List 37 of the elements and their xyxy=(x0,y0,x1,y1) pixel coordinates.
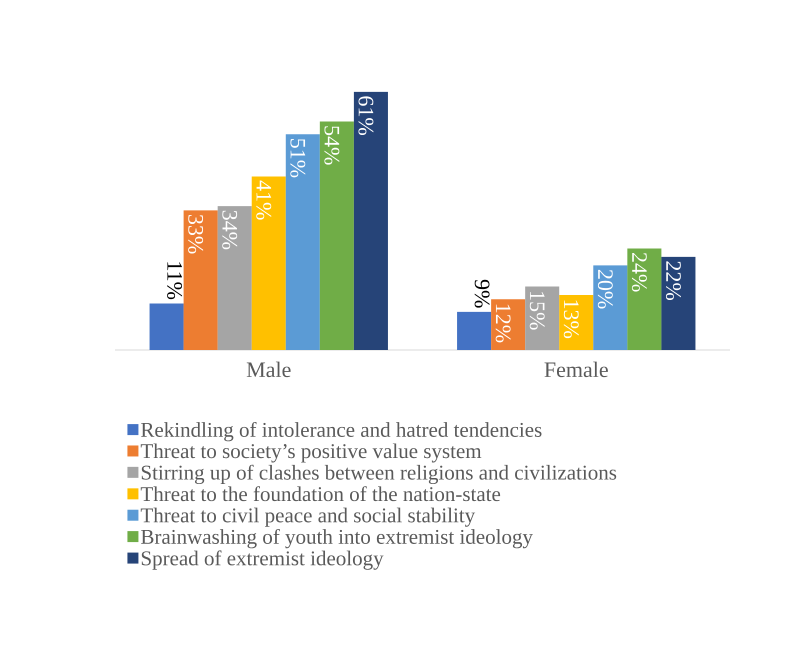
data-label: 20% xyxy=(598,270,613,308)
data-label: 33% xyxy=(188,214,204,254)
bar xyxy=(354,92,388,350)
bar xyxy=(525,286,560,350)
bar xyxy=(252,176,286,350)
legend-label: Threat to society’s positive value system xyxy=(140,443,482,463)
legend-label: Stirring up of clashes between religions and civilizations xyxy=(142,464,616,484)
data-label: 15% xyxy=(530,292,545,330)
data-label: 9% xyxy=(474,280,490,308)
data-label: 34% xyxy=(222,210,238,250)
bar xyxy=(661,256,696,350)
data-label: 13% xyxy=(564,300,579,338)
data-label: 12% xyxy=(496,304,511,342)
bar xyxy=(218,206,252,350)
data-label: 41% xyxy=(256,180,272,220)
data-label: 61% xyxy=(358,96,374,136)
bar xyxy=(184,210,218,350)
bar xyxy=(559,294,594,350)
bar xyxy=(457,312,492,350)
legend-label: Threat to civil peace and social stability xyxy=(140,508,476,527)
bar xyxy=(320,122,354,350)
data-label: 22% xyxy=(666,261,681,300)
x-tick-label: Male xyxy=(246,362,291,378)
bar xyxy=(593,265,628,350)
bar xyxy=(491,299,526,350)
data-label: 11% xyxy=(167,262,182,300)
x-tick-label: Female xyxy=(544,362,608,378)
bar xyxy=(150,303,184,350)
bar xyxy=(627,248,662,350)
legend-label: Brainwashing of youth into extremist ideology xyxy=(141,528,533,548)
bar xyxy=(286,134,320,350)
legend-label: Spread of extremist ideology xyxy=(142,550,384,570)
data-label: 51% xyxy=(290,139,306,178)
legend-label: Threat to the foundation of the nation-state xyxy=(140,486,500,502)
data-label: 24% xyxy=(632,252,647,292)
legend-label: Rekindling of intolerance and hatred tendencies xyxy=(141,422,542,442)
data-label: 54% xyxy=(324,126,340,165)
